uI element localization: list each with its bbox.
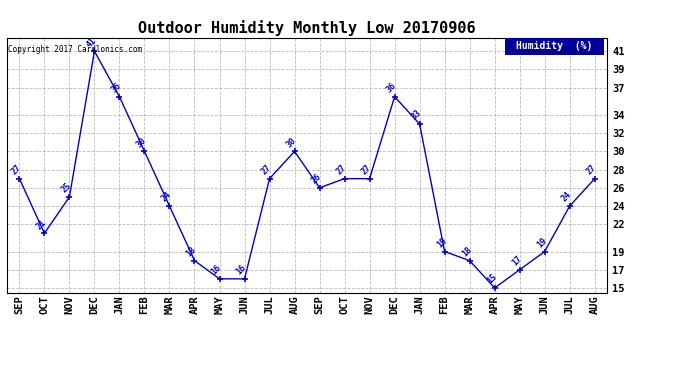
Text: 26: 26 (310, 172, 324, 186)
Text: 24: 24 (160, 190, 173, 204)
Text: 16: 16 (210, 263, 224, 277)
Text: 18: 18 (185, 245, 198, 258)
Text: 27: 27 (360, 163, 373, 177)
Text: 21: 21 (34, 218, 48, 231)
Text: Copyright 2017 Cardlonics.com: Copyright 2017 Cardlonics.com (8, 45, 141, 54)
Text: 30: 30 (285, 136, 298, 149)
Text: 27: 27 (260, 163, 273, 177)
Text: 27: 27 (10, 163, 23, 177)
Text: 17: 17 (510, 254, 524, 268)
Text: 30: 30 (135, 136, 148, 149)
Text: 27: 27 (585, 163, 598, 177)
Text: 27: 27 (335, 163, 348, 177)
Text: 36: 36 (110, 81, 124, 94)
Text: 41: 41 (85, 36, 98, 49)
Text: 18: 18 (460, 245, 473, 258)
Title: Outdoor Humidity Monthly Low 20170906: Outdoor Humidity Monthly Low 20170906 (138, 20, 476, 36)
Text: 19: 19 (435, 236, 448, 249)
Text: 25: 25 (60, 181, 73, 195)
Text: 19: 19 (535, 236, 549, 249)
Text: 33: 33 (410, 108, 424, 122)
Text: 24: 24 (560, 190, 573, 204)
Text: 15: 15 (485, 272, 498, 286)
Text: 36: 36 (385, 81, 398, 94)
Text: 16: 16 (235, 263, 248, 277)
